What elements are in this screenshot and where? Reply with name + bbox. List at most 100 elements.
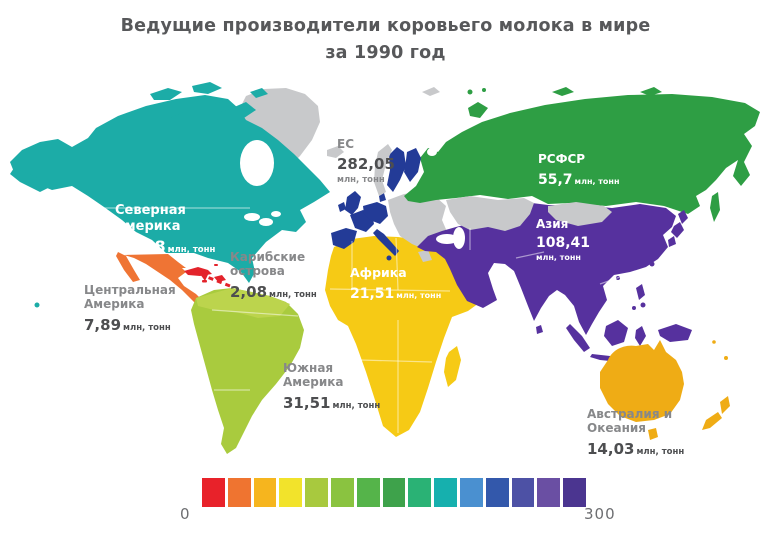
borneo-shape: [604, 320, 628, 346]
japan-shape: [668, 236, 676, 247]
legend-swatch: [563, 478, 586, 507]
north-america-lakes: [240, 140, 281, 226]
region-unit: млн, тонн: [574, 177, 620, 187]
region-name: Австралия и Океания: [587, 407, 673, 436]
sri-lanka-shape: [536, 325, 543, 334]
region-name: ЕС: [337, 137, 355, 151]
label-south-america: Южная Америка 31,51 млн, тонн: [283, 361, 380, 412]
legend-max-label: 300: [584, 505, 616, 523]
label-australia-oceania: Австралия и Океания 14,03 млн, тонн: [587, 407, 684, 458]
arctic-island: [232, 102, 256, 118]
great-lake: [244, 213, 260, 221]
region-value: 21,51: [350, 286, 395, 302]
chart-title-line1: Ведущие производители коровьего молока в…: [120, 16, 651, 36]
legend-swatch: [434, 478, 457, 507]
philippines-dot: [640, 302, 646, 308]
region-value: 282,05: [337, 155, 395, 174]
region-north-america: [10, 82, 330, 308]
label-rsfsr: РСФСР 55,7 млн, тонн: [538, 152, 619, 188]
uk-shape: [345, 191, 361, 215]
region-unit: млн, тонн: [337, 175, 385, 186]
region-central-asia-no-data: [446, 196, 612, 231]
label-eu: ЕС 282,05 млн, тонн: [337, 137, 395, 185]
hudson-bay: [240, 140, 274, 186]
north-america-mainland: [10, 95, 330, 283]
label-north-america: Северная Америка 74,98 млн, тонн: [115, 203, 215, 256]
sakhalin-shape: [710, 192, 720, 222]
region-asia: [417, 202, 692, 362]
legend-swatch: [459, 478, 483, 507]
arctic-island: [250, 88, 268, 98]
australia-mainland: [600, 340, 684, 422]
region-value: 7,89: [84, 315, 122, 334]
jamaica-shape: [202, 280, 207, 283]
region-unit: млн, тонн: [396, 291, 442, 300]
germany-shape: [363, 202, 388, 224]
legend-swatch: [279, 478, 303, 507]
greenland-shape: [241, 88, 320, 172]
new-guinea-shape: [658, 324, 692, 342]
label-central-america: Центральная Америка 7,89 млн, тонн: [84, 283, 182, 334]
region-unit: млн, тонн: [636, 446, 685, 457]
south-america-mainland: [191, 288, 304, 454]
caribbean-arrow-head: [200, 272, 209, 281]
country-borders: [104, 207, 641, 433]
legend-swatch: [511, 478, 535, 507]
italy-shape: [373, 229, 399, 256]
baja-california: [116, 252, 140, 282]
region-value-row: 2,08 млн, тонн: [230, 282, 317, 301]
region-unit: млн, тонн: [536, 253, 581, 263]
region-name: Карибские острова: [230, 250, 306, 279]
region-central-america: [116, 252, 204, 308]
region-value-row: 31,51 млн, тонн: [283, 393, 380, 412]
legend-swatch: [305, 478, 328, 507]
label-caribbean: Карибские острова 2,08 млн, тонн: [230, 250, 317, 301]
region-name: Южная Америка: [283, 361, 344, 390]
region-name: Азия: [536, 217, 569, 231]
kazakhstan-shape: [446, 196, 534, 231]
tasmania-shape: [648, 428, 658, 440]
norway-no-data-shape: [374, 144, 392, 196]
region-greenland-no-data: [241, 87, 440, 172]
chart-title-line2: за 1990 год: [325, 43, 446, 64]
chart-title: Ведущие производители коровьего молока в…: [0, 13, 771, 67]
region-value: 14,03: [587, 439, 635, 458]
africa-mainland: [325, 236, 479, 437]
madagascar-shape: [444, 346, 461, 387]
finland-shape: [404, 148, 421, 182]
new-zealand-south: [702, 412, 722, 430]
legend-swatch: [330, 478, 354, 507]
greece-shape: [418, 250, 432, 262]
iceland-shape: [327, 146, 344, 158]
sulawesi-shape: [635, 326, 646, 346]
japan-shape: [671, 222, 684, 238]
region-australia-oceania: [600, 340, 730, 440]
region-africa: [325, 236, 479, 437]
legend-swatch: [408, 478, 432, 507]
black-sea: [436, 234, 458, 244]
region-caribbean: [184, 264, 226, 283]
sicily-dot: [386, 255, 392, 261]
region-value-row: 282,05: [337, 154, 395, 173]
novaya-zemlya: [468, 102, 488, 118]
white-sea: [427, 148, 437, 156]
region-value: 74,98: [115, 237, 166, 257]
region-value-row: 21,51 млн, тонн: [350, 283, 441, 302]
arctic-island: [150, 88, 182, 100]
region-unit: млн, тонн: [123, 322, 171, 333]
sumatra-shape: [566, 324, 590, 352]
label-africa: Африка 21,51 млн, тонн: [350, 265, 441, 302]
arctic-island: [214, 100, 234, 112]
region-name: Центральная Америка: [84, 283, 176, 312]
great-lake: [271, 211, 281, 217]
iberia-shape: [331, 228, 357, 249]
alaska-peninsula: [10, 168, 52, 192]
region-value: 55,7: [538, 172, 573, 189]
region-value-row: 108,41: [536, 232, 590, 251]
legend-swatches: [202, 478, 586, 507]
arctic-island-green: [640, 87, 662, 96]
legend-swatch: [253, 478, 277, 507]
mexico-central-america: [124, 254, 204, 308]
